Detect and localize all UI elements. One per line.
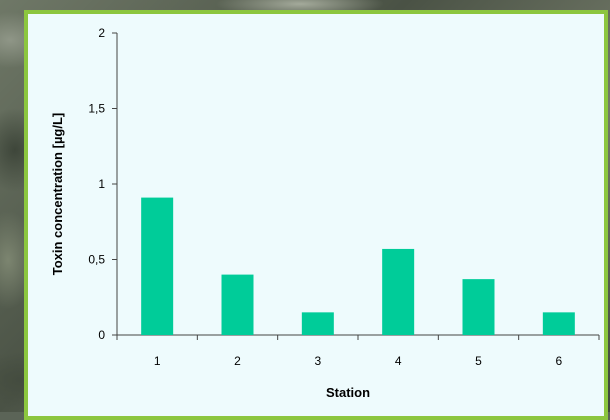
axes (116, 33, 599, 336)
bar-station-4 (382, 248, 415, 335)
y-tick-label: 0 (98, 328, 105, 342)
bars (141, 197, 575, 335)
y-tick-label: 2 (98, 26, 105, 40)
bar-station-1 (141, 197, 174, 335)
x-tick-label: 5 (475, 354, 482, 368)
bar-station-3 (301, 312, 334, 335)
x-axis-label: Station (326, 385, 370, 400)
y-tick-label: 1 (98, 177, 105, 191)
x-tick-label: 4 (395, 354, 402, 368)
bar-station-2 (221, 274, 254, 335)
x-tick-label: 2 (234, 354, 241, 368)
x-tick-label: 6 (555, 354, 562, 368)
bar-chart: 0 0,5 1 1,5 2 1 2 3 4 5 6 Toxin concentration [µg… (50, 26, 600, 400)
x-tick-label: 3 (314, 354, 321, 368)
bar-station-5 (462, 279, 495, 335)
y-ticks: 0 0,5 1 1,5 2 (88, 26, 117, 342)
y-axis-label: Toxin concentration [µg/L] (50, 113, 65, 276)
y-tick-label: 1,5 (88, 102, 105, 116)
bar-station-6 (542, 312, 575, 335)
x-tick-label: 1 (154, 354, 161, 368)
chart-panel: 0 0,5 1 1,5 2 1 2 3 4 5 6 Toxin concentration [µg… (24, 10, 608, 420)
y-tick-label: 0,5 (88, 253, 105, 267)
x-ticks: 1 2 3 4 5 6 (116, 335, 600, 368)
